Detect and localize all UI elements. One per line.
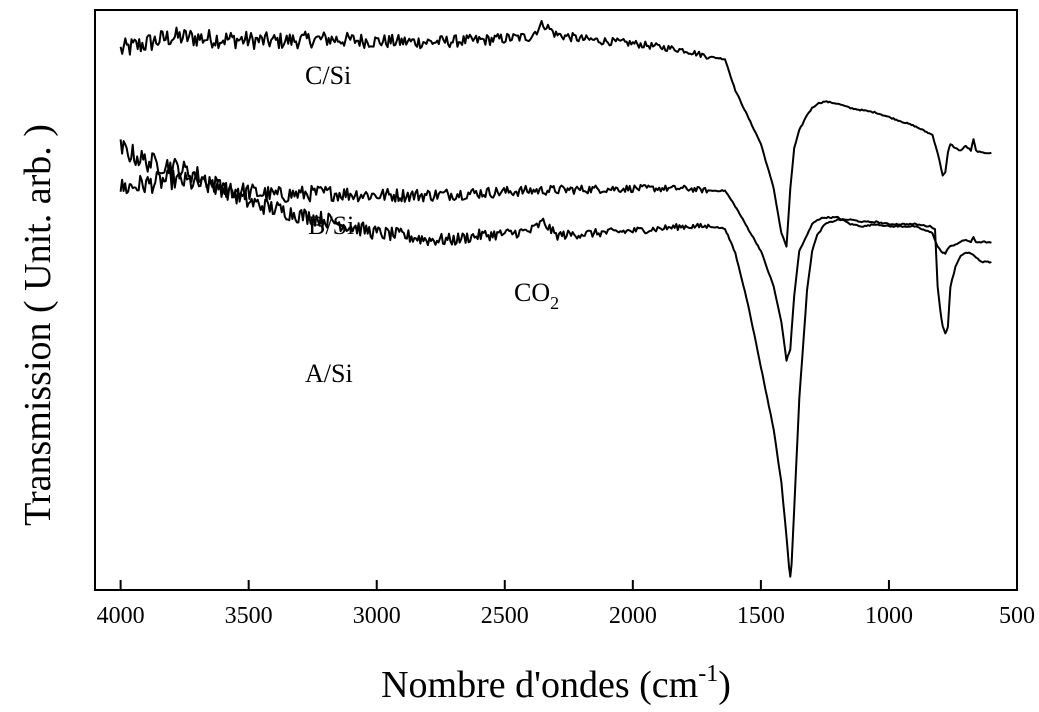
x-tick-label-3500: 3500 — [225, 603, 273, 629]
series-line-a-si — [119, 139, 992, 578]
series-label-b-si: B/Si — [308, 211, 354, 240]
x-tick-label-500: 500 — [999, 603, 1035, 629]
co2-annotation-text: CO — [514, 278, 550, 307]
series-labels: C/Si B/Si A/Si — [305, 61, 354, 388]
x-tick-label-4000: 4000 — [97, 603, 145, 629]
x-tick-label-3000: 3000 — [353, 603, 401, 629]
series-label-c-si: C/Si — [305, 61, 351, 90]
series-line-c-si — [119, 20, 992, 248]
x-axis-title-main: Nombre d'ondes — [381, 664, 630, 706]
x-axis-ticks — [119, 580, 1018, 590]
x-axis-title: Nombre d'ondes (cm-1) — [381, 661, 731, 706]
co2-annotation: CO2 — [514, 278, 559, 313]
series-label-a-si: A/Si — [305, 359, 353, 388]
plot-frame — [94, 9, 1018, 591]
x-axis-title-unit: (cm — [639, 664, 698, 706]
x-tick-label-2000: 2000 — [609, 603, 657, 629]
x-axis-title-unit-close: ) — [718, 664, 731, 706]
co2-annotation-subscript: 2 — [550, 293, 559, 313]
series-curves — [119, 20, 992, 578]
y-axis-title: Transmission ( Unit. arb. ) — [17, 124, 59, 526]
x-axis-tick-labels: 4000 3500 3000 2500 2000 1500 1000 500 — [97, 603, 1035, 629]
x-tick-label-2500: 2500 — [481, 603, 529, 629]
x-axis-title-unit-sup: -1 — [698, 661, 718, 687]
x-tick-label-1000: 1000 — [865, 603, 913, 629]
x-tick-label-1500: 1500 — [737, 603, 785, 629]
